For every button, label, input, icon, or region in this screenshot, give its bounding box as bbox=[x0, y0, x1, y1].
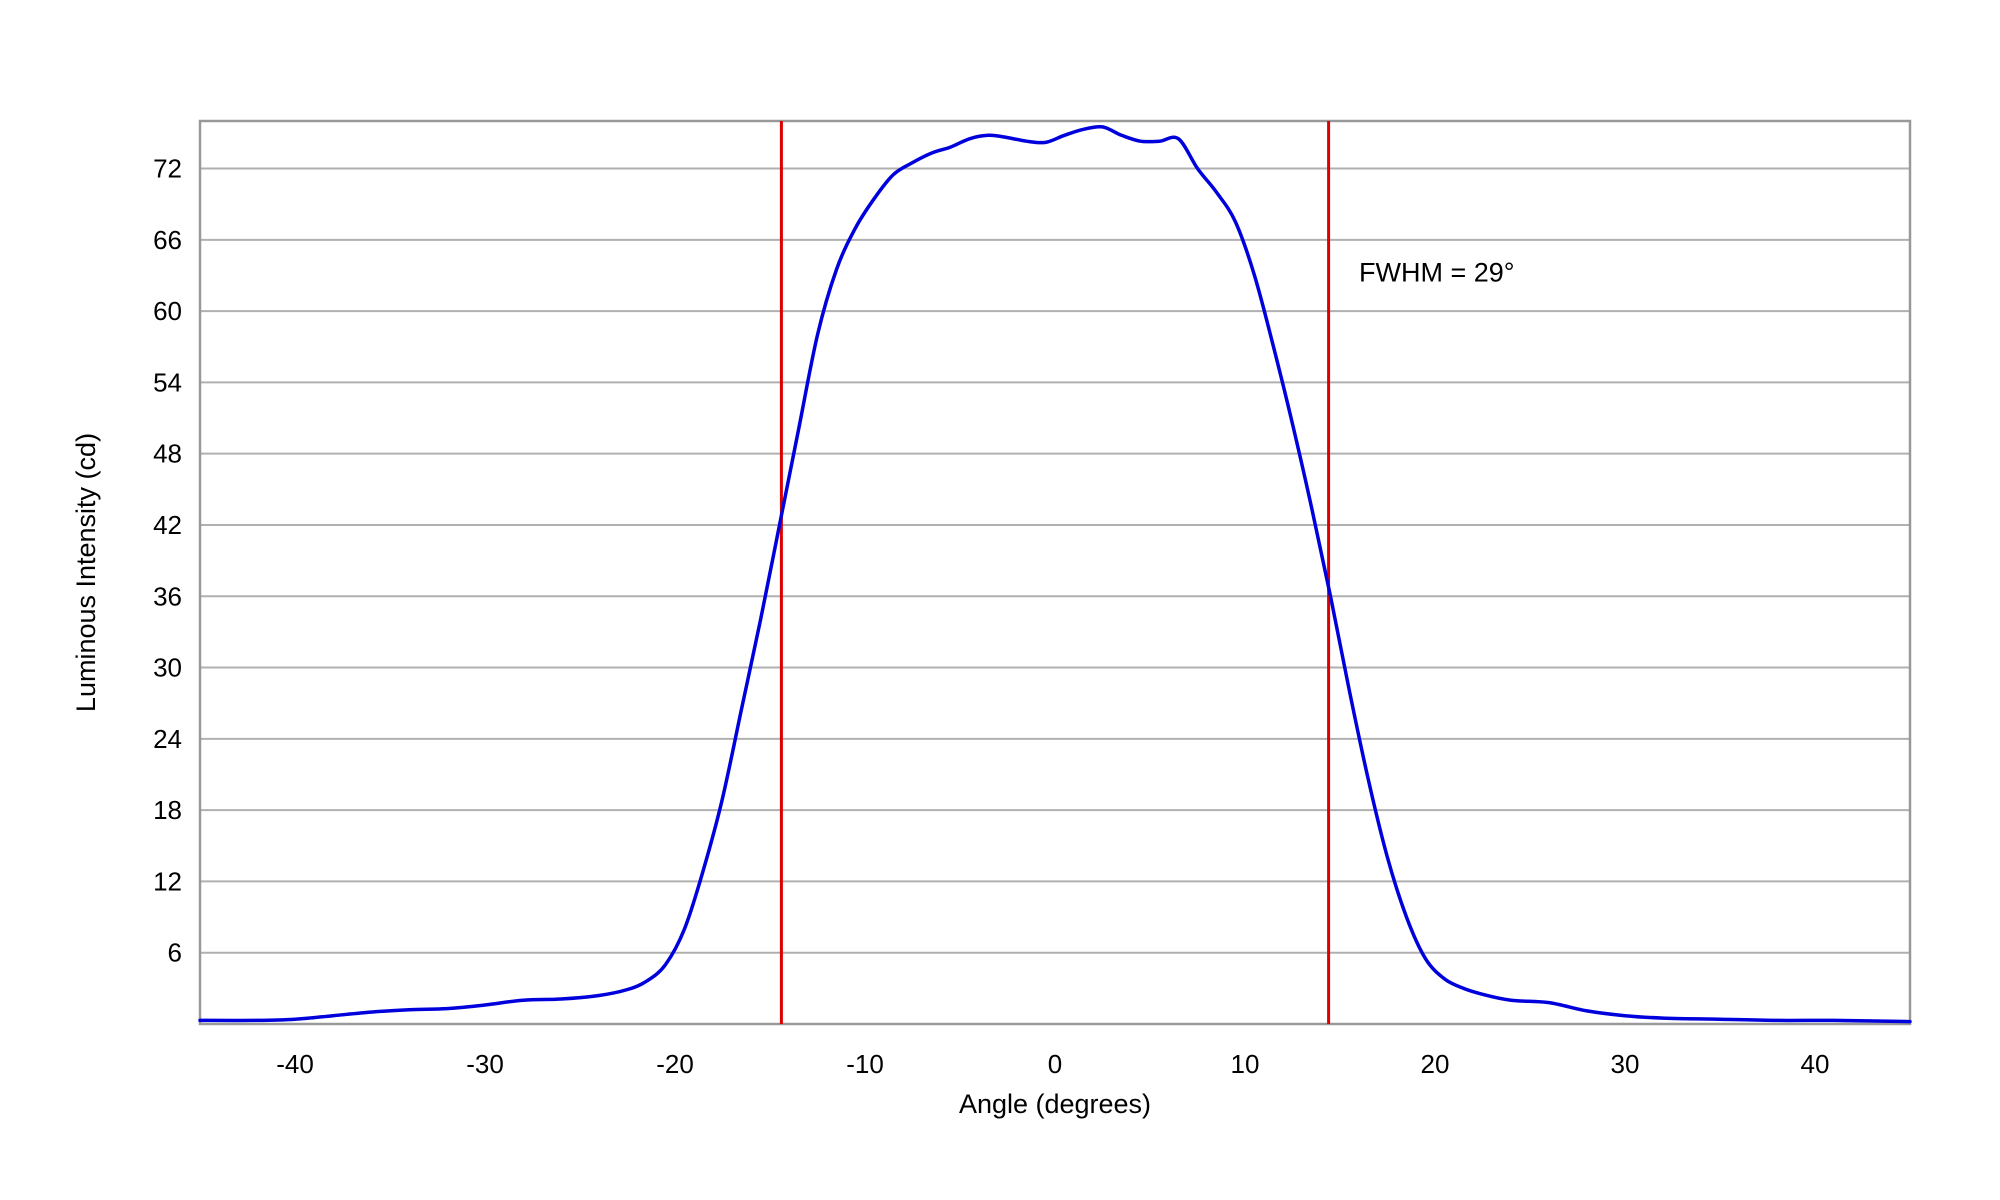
x-tick-label: 40 bbox=[1801, 1049, 1830, 1079]
y-axis-title: Luminous Intensity (cd) bbox=[71, 433, 101, 712]
y-tick-label: 6 bbox=[168, 938, 182, 968]
series-line bbox=[198, 124, 1912, 1024]
x-axis-title: Angle (degrees) bbox=[959, 1089, 1151, 1119]
y-axis-ticks: 6 12 18 24 30 36 42 48 54 60 66 72 bbox=[153, 154, 182, 968]
y-tick-label: 42 bbox=[153, 510, 182, 540]
y-tick-label: 18 bbox=[153, 795, 182, 825]
x-tick-label: -10 bbox=[846, 1049, 884, 1079]
x-tick-label: -20 bbox=[656, 1049, 694, 1079]
y-tick-label: 60 bbox=[153, 296, 182, 326]
plot-frame bbox=[198, 119, 1912, 1026]
x-tick-label: -30 bbox=[466, 1049, 504, 1079]
x-tick-label: -40 bbox=[276, 1049, 314, 1079]
y-tick-label: 72 bbox=[153, 154, 182, 184]
y-tick-label: 48 bbox=[153, 439, 182, 469]
x-tick-label: 10 bbox=[1231, 1049, 1260, 1079]
y-tick-label: 36 bbox=[153, 581, 182, 611]
x-axis-ticks: -40 -30 -20 -10 0 10 20 30 40 bbox=[276, 1049, 1829, 1079]
y-tick-label: 30 bbox=[153, 653, 182, 683]
grid-lines bbox=[200, 167, 1910, 954]
x-tick-label: 20 bbox=[1421, 1049, 1450, 1079]
x-tick-label: 0 bbox=[1048, 1049, 1062, 1079]
y-tick-label: 24 bbox=[153, 724, 182, 754]
y-tick-label: 12 bbox=[153, 866, 182, 896]
fwhm-annotation: FWHM = 29° bbox=[1359, 257, 1515, 287]
y-tick-label: 66 bbox=[153, 225, 182, 255]
y-tick-label: 54 bbox=[153, 367, 182, 397]
x-tick-label: 30 bbox=[1611, 1049, 1640, 1079]
fwhm-markers bbox=[779, 121, 1331, 1024]
